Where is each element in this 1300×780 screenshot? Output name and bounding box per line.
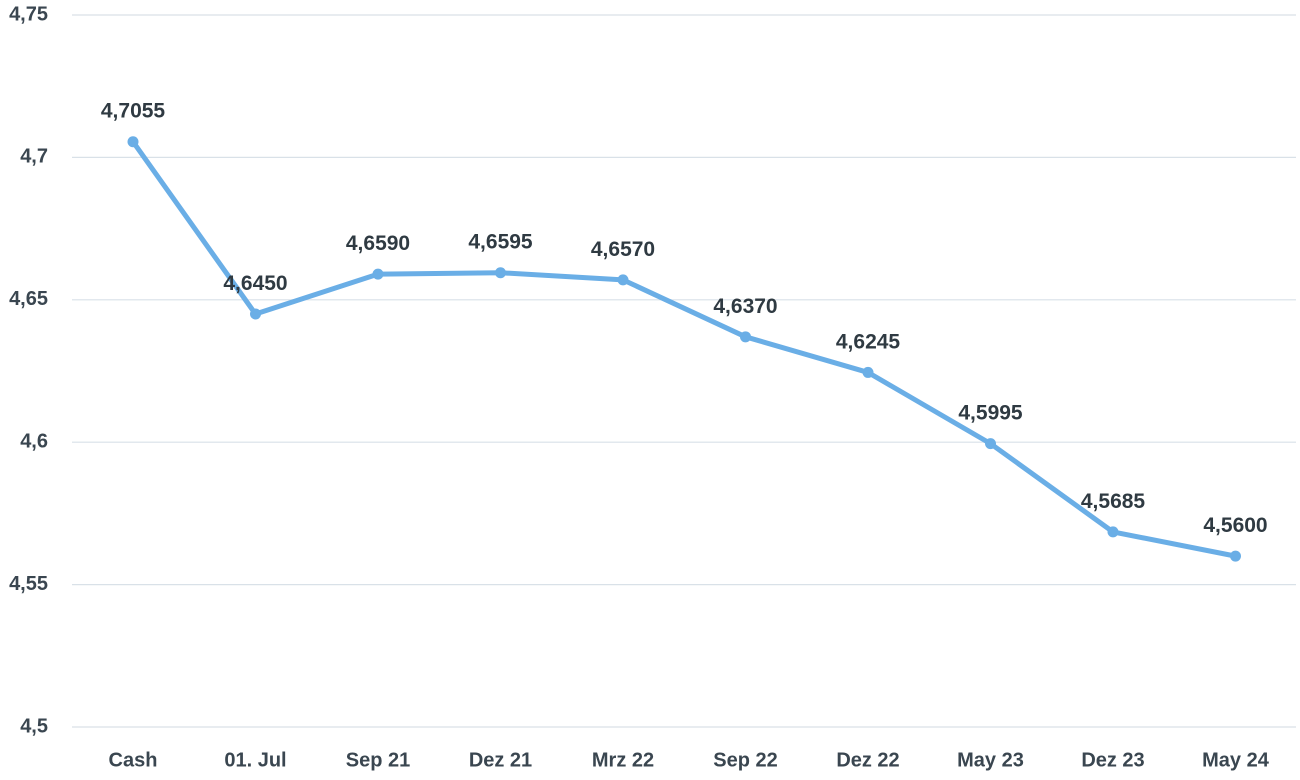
data-point xyxy=(617,274,629,286)
data-point xyxy=(372,268,384,280)
data-point xyxy=(862,366,874,378)
y-axis-tick-label: 4,6 xyxy=(20,430,48,452)
y-axis-tick-label: 4,65 xyxy=(9,288,48,310)
gridlines xyxy=(72,14,1296,728)
data-point xyxy=(250,308,261,320)
data-point xyxy=(1230,550,1241,562)
data-label: 4,6570 xyxy=(591,238,655,261)
x-axis-tick-label: 01. Jul xyxy=(224,749,286,771)
x-axis-tick-label: Dez 21 xyxy=(469,749,532,771)
data-label: 4,6590 xyxy=(346,232,410,255)
data-label: 4,6450 xyxy=(223,272,287,295)
data-point xyxy=(127,136,139,148)
data-point xyxy=(1107,526,1119,538)
data-point xyxy=(985,438,996,450)
x-axis-tick-label: Mrz 22 xyxy=(592,749,654,771)
data-label: 4,5600 xyxy=(1203,514,1267,537)
data-point xyxy=(495,267,506,279)
x-axis-tick-label: Dez 23 xyxy=(1081,749,1144,771)
x-axis-tick-label: May 23 xyxy=(957,749,1024,771)
y-axis-tick-label: 4,55 xyxy=(9,573,48,595)
x-axis-tick-label: Cash xyxy=(109,749,158,771)
data-point xyxy=(740,331,751,343)
y-axis-tick-label: 4,5 xyxy=(20,715,48,737)
y-axis-tick-label: 4,75 xyxy=(9,3,48,25)
x-axis-tick-label: Dez 22 xyxy=(836,749,899,771)
data-label: 4,7055 xyxy=(101,100,166,123)
x-axis-tick-label: Sep 21 xyxy=(346,749,410,771)
y-axis-tick-label: 4,7 xyxy=(20,146,48,168)
series-line xyxy=(130,139,1238,559)
data-label: 4,6245 xyxy=(836,330,901,353)
x-axis-tick-label: May 24 xyxy=(1202,749,1270,771)
data-label: 4,6595 xyxy=(468,231,533,254)
x-axis-tick-label: Sep 22 xyxy=(713,749,777,771)
data-label: 4,6370 xyxy=(713,295,777,318)
data-label: 4,5995 xyxy=(958,402,1023,425)
data-label: 4,5685 xyxy=(1081,490,1146,513)
